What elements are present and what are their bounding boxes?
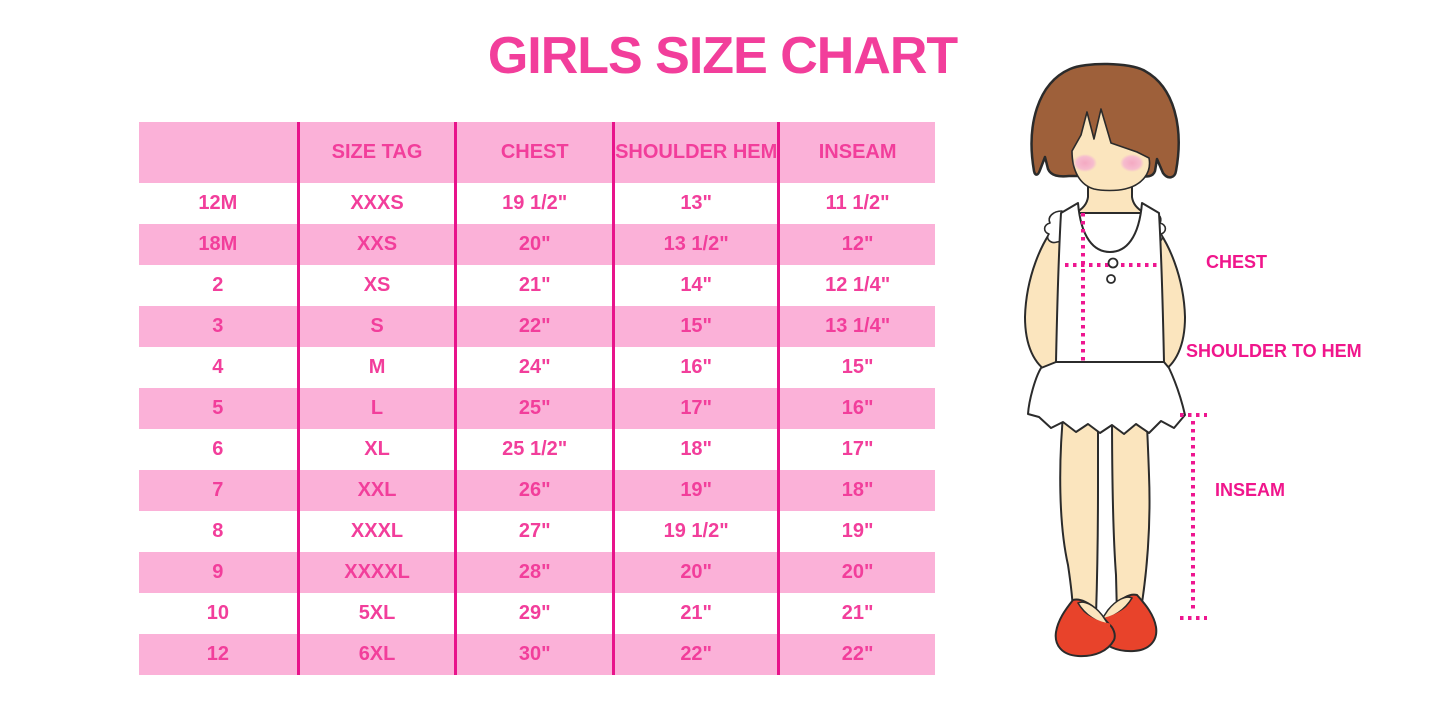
data-cell: 20" bbox=[612, 552, 778, 593]
header-cell: SIZE TAG bbox=[296, 122, 455, 183]
data-cell: 17" bbox=[612, 388, 778, 429]
row-size-cell: 2 bbox=[139, 265, 297, 306]
data-cell: XL bbox=[296, 429, 455, 470]
leg-right bbox=[1110, 403, 1151, 616]
header-cell: INSEAM bbox=[777, 122, 935, 183]
data-cell: 22" bbox=[454, 306, 613, 347]
data-cell: 22" bbox=[612, 634, 778, 675]
data-cell: 19" bbox=[777, 511, 935, 552]
data-cell: 24" bbox=[454, 347, 613, 388]
data-cell: 13" bbox=[612, 183, 778, 224]
data-cell: 6XL bbox=[296, 634, 455, 675]
data-cell: XXL bbox=[296, 470, 455, 511]
girl-illustration bbox=[1023, 62, 1207, 658]
data-cell: XXS bbox=[296, 224, 455, 265]
chest-label: CHEST bbox=[1206, 252, 1268, 272]
row-size-cell: 12M bbox=[139, 183, 297, 224]
leg-left bbox=[1059, 403, 1099, 616]
row-size-cell: 10 bbox=[139, 593, 297, 634]
data-cell: 17" bbox=[777, 429, 935, 470]
header-cell: CHEST bbox=[454, 122, 613, 183]
data-cell: 25" bbox=[454, 388, 613, 429]
data-cell: 26" bbox=[454, 470, 613, 511]
data-cell: 20" bbox=[777, 552, 935, 593]
header-cell bbox=[139, 122, 297, 183]
data-cell: 18" bbox=[612, 429, 778, 470]
shoulder-to-hem-label: SHOULDER TO HEM bbox=[1186, 341, 1362, 361]
data-cell: 19 1/2" bbox=[454, 183, 613, 224]
data-cell: 29" bbox=[454, 593, 613, 634]
girl-measurement-figure bbox=[990, 55, 1220, 675]
row-size-cell: 5 bbox=[139, 388, 297, 429]
data-cell: 22" bbox=[777, 634, 935, 675]
ruffle-left bbox=[1043, 210, 1063, 244]
row-size-cell: 7 bbox=[139, 470, 297, 511]
shoe-left bbox=[1054, 598, 1116, 658]
button-bottom bbox=[1106, 274, 1116, 284]
button-top bbox=[1107, 257, 1119, 269]
row-size-cell: 4 bbox=[139, 347, 297, 388]
size-table: SIZE TAG CHEST SHOULDER HEM INSEAM 12M XXXS 19… bbox=[139, 122, 935, 675]
data-cell: 21" bbox=[777, 593, 935, 634]
data-cell: 12" bbox=[777, 224, 935, 265]
data-cell: 15" bbox=[612, 306, 778, 347]
data-cell: XXXL bbox=[296, 511, 455, 552]
data-cell: 5XL bbox=[296, 593, 455, 634]
data-cell: 18" bbox=[777, 470, 935, 511]
data-cell: 16" bbox=[612, 347, 778, 388]
data-cell: 19" bbox=[612, 470, 778, 511]
data-cell: 12 1/4" bbox=[777, 265, 935, 306]
row-size-cell: 8 bbox=[139, 511, 297, 552]
row-size-cell: 9 bbox=[139, 552, 297, 593]
data-cell: XXXS bbox=[296, 183, 455, 224]
blush-left bbox=[1073, 154, 1097, 172]
data-cell: XS bbox=[296, 265, 455, 306]
row-size-cell: 6 bbox=[139, 429, 297, 470]
data-cell: 14" bbox=[612, 265, 778, 306]
skirt bbox=[1027, 361, 1186, 435]
data-cell: 21" bbox=[612, 593, 778, 634]
data-cell: S bbox=[296, 306, 455, 347]
row-size-cell: 3 bbox=[139, 306, 297, 347]
data-cell: 25 1/2" bbox=[454, 429, 613, 470]
data-cell: 20" bbox=[454, 224, 613, 265]
data-cell: 27" bbox=[454, 511, 613, 552]
header-cell: SHOULDER HEM bbox=[612, 122, 778, 183]
data-cell: 13 1/2" bbox=[612, 224, 778, 265]
data-cell: L bbox=[296, 388, 455, 429]
data-cell: XXXXL bbox=[296, 552, 455, 593]
data-cell: 21" bbox=[454, 265, 613, 306]
row-size-cell: 18M bbox=[139, 224, 297, 265]
page-title: GIRLS SIZE CHART bbox=[487, 27, 958, 85]
data-cell: 11 1/2" bbox=[777, 183, 935, 224]
data-cell: 13 1/4" bbox=[777, 306, 935, 347]
data-cell: 30" bbox=[454, 634, 613, 675]
data-cell: 19 1/2" bbox=[612, 511, 778, 552]
data-cell: M bbox=[296, 347, 455, 388]
data-cell: 28" bbox=[454, 552, 613, 593]
row-size-cell: 12 bbox=[139, 634, 297, 675]
inseam-measure-line bbox=[1180, 413, 1207, 620]
inseam-label: INSEAM bbox=[1215, 480, 1286, 500]
blush-right bbox=[1120, 154, 1144, 172]
data-cell: 16" bbox=[777, 388, 935, 429]
data-cell: 15" bbox=[777, 347, 935, 388]
